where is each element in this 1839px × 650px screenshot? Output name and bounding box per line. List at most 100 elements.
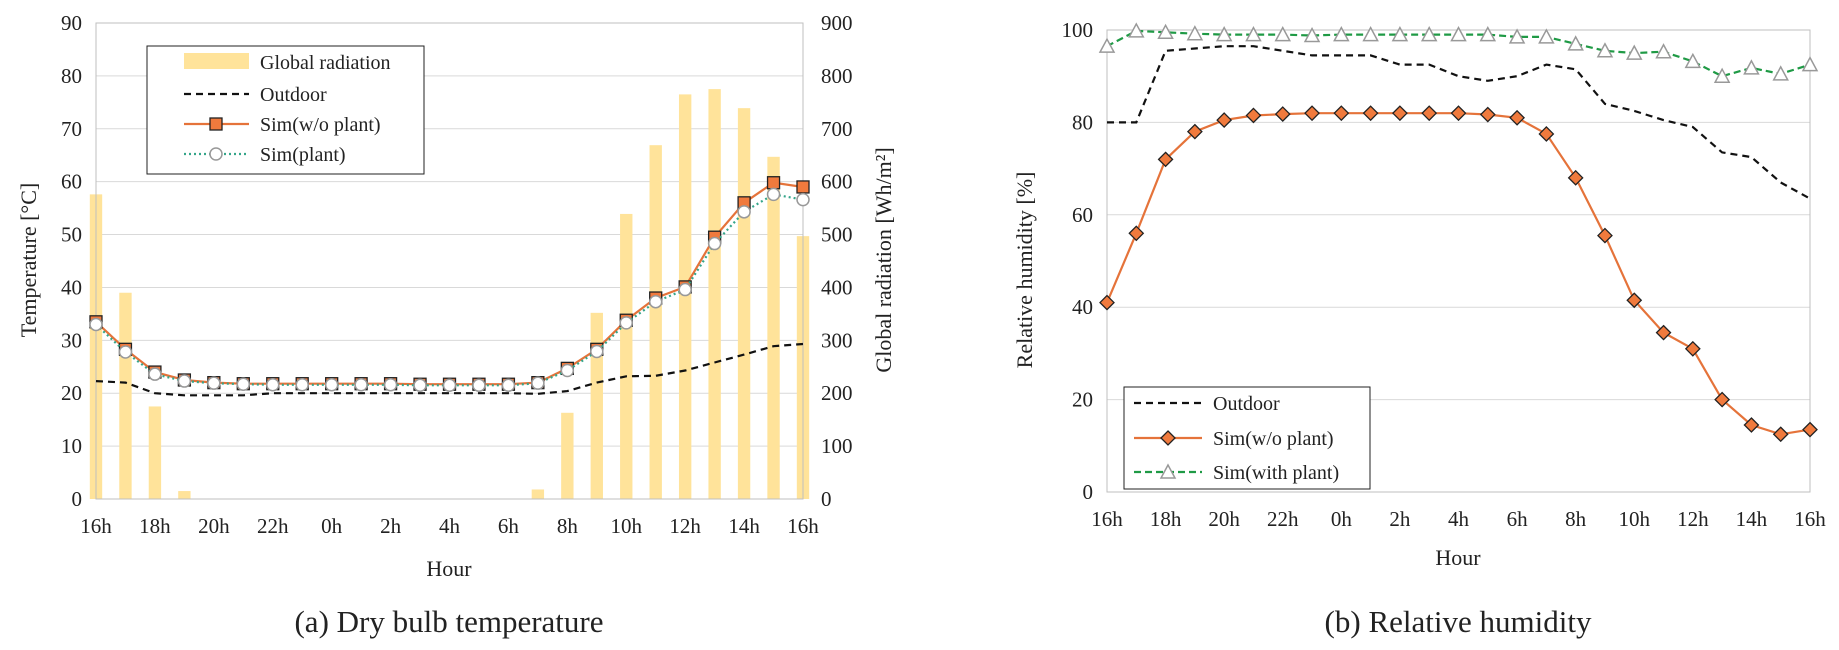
temperature-outdoor-line <box>95 342 804 397</box>
humidity-sim-with-plant-point <box>1713 67 1731 83</box>
humidity-x-axis-title: Hour <box>1435 545 1481 570</box>
global-radiation-bar <box>620 213 633 499</box>
global-radiation-bar <box>531 489 545 499</box>
humidity-sim-with-plant-point <box>1391 26 1409 42</box>
temperature-sim-plant-point <box>207 376 221 390</box>
temperature-y-ticks: 0 10 20 30 40 50 60 70 80 90 <box>61 11 82 511</box>
temperature-x-tick-label: 16h <box>787 514 819 538</box>
humidity-legend: Outdoor Sim(w/o plant) Sim(with plant) <box>1123 386 1371 490</box>
temperature-chart: 0 10 20 30 40 50 60 70 80 90 0 100 200 300 400 500 600 7… <box>16 11 896 639</box>
temperature-y-tick-label: 40 <box>61 275 82 299</box>
humidity-y-tick-label: 80 <box>1072 110 1093 134</box>
temperature-sim-plant-point <box>560 363 575 378</box>
global-radiation-bar <box>119 292 132 499</box>
humidity-sim-w-o-plant-point <box>1450 105 1467 122</box>
humidity-sim-w-o-plant-point <box>1304 105 1320 122</box>
temperature-y2-tick-label: 600 <box>821 170 853 194</box>
temperature-sim-plant-point <box>619 316 633 330</box>
temperature-x-tick-label: 8h <box>557 514 579 538</box>
temperature-series-lines <box>89 176 810 397</box>
humidity-sim-w-o-plant-point <box>1099 294 1115 311</box>
temperature-y-tick-label: 90 <box>61 11 82 35</box>
humidity-sim-w-o-plant-point <box>1362 105 1379 122</box>
humidity-sim-with-plant-point <box>1538 28 1555 44</box>
temperature-y-tick-label: 20 <box>61 381 82 405</box>
global-radiation-bar <box>561 412 574 499</box>
temperature-sim-plant-point <box>501 378 516 393</box>
humidity-x-tick-label: 2h <box>1389 507 1411 531</box>
humidity-x-tick-label: 10h <box>1619 507 1651 531</box>
global-radiation-bar <box>708 89 721 499</box>
temperature-sim-plant-point <box>737 205 751 219</box>
humidity-sim-w-o-plant-point <box>1392 105 1408 122</box>
global-radiation-bar <box>678 94 692 500</box>
humidity-sim-with-plant-point <box>1450 26 1467 42</box>
humidity-sim-w-o-plant-point <box>1743 417 1760 433</box>
humidity-chart: 0 20 40 60 80 100 16h 18h 20h 22h 0h 2h 4h 6h 8h 10h 12… <box>1012 18 1826 639</box>
legend-label-global-radiation: Global radiation <box>260 52 391 74</box>
temperature-y2-tick-label: 100 <box>821 434 853 458</box>
humidity-sim-with-plant-point <box>1743 59 1760 75</box>
legend-label-rh-outdoor: Outdoor <box>1213 393 1280 415</box>
humidity-sim-with-plant-point <box>1128 22 1145 38</box>
legend-marker-rh-sim-wo-plant <box>1160 430 1176 446</box>
temperature-sim-plant-point <box>590 344 604 359</box>
temperature-plot-area-border <box>95 22 804 500</box>
humidity-sim-w-o-plant-point <box>1479 106 1496 123</box>
temperature-y-tick-label: 30 <box>61 328 82 352</box>
humidity-y-axis-title: Relative humidity [%] <box>1012 172 1037 369</box>
humidity-sim-with-plant-point <box>1684 52 1702 69</box>
humidity-series-lines <box>1098 22 1819 443</box>
humidity-x-tick-label: 18h <box>1150 507 1182 531</box>
temperature-sim-plant-point <box>295 378 309 392</box>
humidity-sim-w-o-plant-point <box>1626 292 1643 309</box>
global-radiation-bar <box>178 491 191 499</box>
humidity-sim-with-plant-point <box>1420 26 1438 42</box>
humidity-sim-w-o-plant-point <box>1333 105 1350 122</box>
legend-marker-sim-wo-plant <box>209 117 223 131</box>
humidity-x-tick-label: 12h <box>1677 507 1709 531</box>
temperature-sim-plant-point <box>148 367 162 381</box>
temperature-y2-tick-label: 500 <box>821 223 853 247</box>
temperature-x-tick-label: 4h <box>439 514 461 538</box>
humidity-sim-with-plant-point <box>1625 44 1643 60</box>
humidity-x-tick-label: 4h <box>1448 507 1470 531</box>
legend-label-sim-plant: Sim(plant) <box>260 144 346 166</box>
temperature-y2-tick-label: 0 <box>821 487 832 511</box>
temperature-x-tick-label: 6h <box>498 514 520 538</box>
legend-swatch-global-radiation <box>184 53 249 69</box>
radiation-y-ticks: 0 100 200 300 400 500 600 700 800 900 <box>821 11 853 511</box>
humidity-sim-w-o-plant-point <box>1157 151 1174 168</box>
temperature-x-tick-label: 14h <box>728 514 760 538</box>
temperature-sim-plant-point <box>177 374 192 388</box>
humidity-sim-w-o-plant-point <box>1684 340 1701 357</box>
humidity-sim-w-o-plant-point <box>1245 107 1262 124</box>
humidity-sim-with-plant-point <box>1772 65 1789 81</box>
humidity-x-ticks: 16h 18h 20h 22h 0h 2h 4h 6h 8h 10h 12h 14h 16h <box>1091 507 1826 531</box>
humidity-sim-with-plant-point <box>1508 28 1526 44</box>
temperature-x-tick-label: 22h <box>257 514 289 538</box>
temperature-chart-caption: (a) Dry bulb temperature <box>294 604 603 639</box>
humidity-gridlines <box>1107 121 1810 401</box>
temperature-sim-w-o-plant-line <box>95 181 804 386</box>
humidity-sim-with-plant-point <box>1303 26 1321 43</box>
global-radiation-bar <box>148 406 162 499</box>
temperature-sim-plant-point <box>118 345 133 359</box>
humidity-sim-with-plant-point <box>1157 23 1174 40</box>
temperature-y-tick-label: 70 <box>61 117 82 141</box>
temperature-sim-plant-point <box>678 282 692 297</box>
temperature-x-tick-label: 18h <box>139 514 171 538</box>
humidity-sim-w-o-plant-point <box>1421 105 1438 122</box>
humidity-y-tick-label: 60 <box>1072 203 1093 227</box>
humidity-x-tick-label: 16h <box>1794 507 1826 531</box>
humidity-sim-with-plant-point <box>1596 42 1614 58</box>
humidity-sim-w-o-plant-point <box>1597 227 1613 244</box>
humidity-y-ticks: 0 20 40 60 80 100 <box>1062 18 1094 504</box>
temperature-y2-tick-label: 400 <box>821 275 853 299</box>
temperature-sim-plant-point <box>236 377 251 391</box>
temperature-x-tick-label: 20h <box>198 514 230 538</box>
humidity-sim-w-o-plant-point <box>1128 225 1145 242</box>
temperature-sim-plant-point <box>354 378 368 392</box>
temperature-sim-w-o-plant-point <box>766 176 781 190</box>
humidity-chart-caption: (b) Relative humidity <box>1325 604 1592 639</box>
